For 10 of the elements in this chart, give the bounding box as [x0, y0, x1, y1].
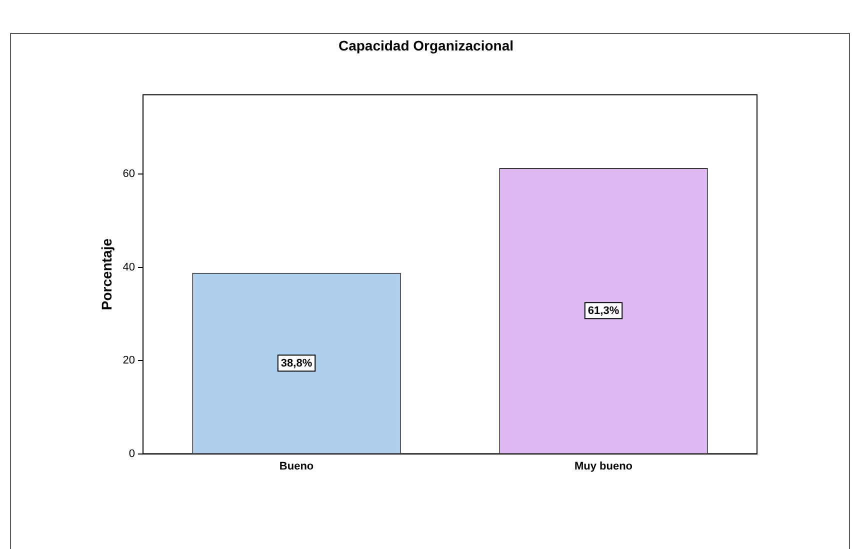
x-tick-label: Muy bueno: [574, 460, 633, 472]
y-axis-title: Porcentaje: [98, 238, 114, 310]
chart-title: Capacidad Organizacional: [338, 37, 514, 54]
y-tick-label: 40: [122, 261, 136, 274]
data-label: 61,3%: [588, 305, 620, 318]
y-tick-label: 20: [122, 354, 136, 367]
y-tick-label: 60: [122, 168, 136, 180]
x-tick-label: Bueno: [279, 460, 314, 472]
data-label: 38,8%: [280, 358, 312, 370]
y-tick-label: 0: [128, 448, 136, 460]
